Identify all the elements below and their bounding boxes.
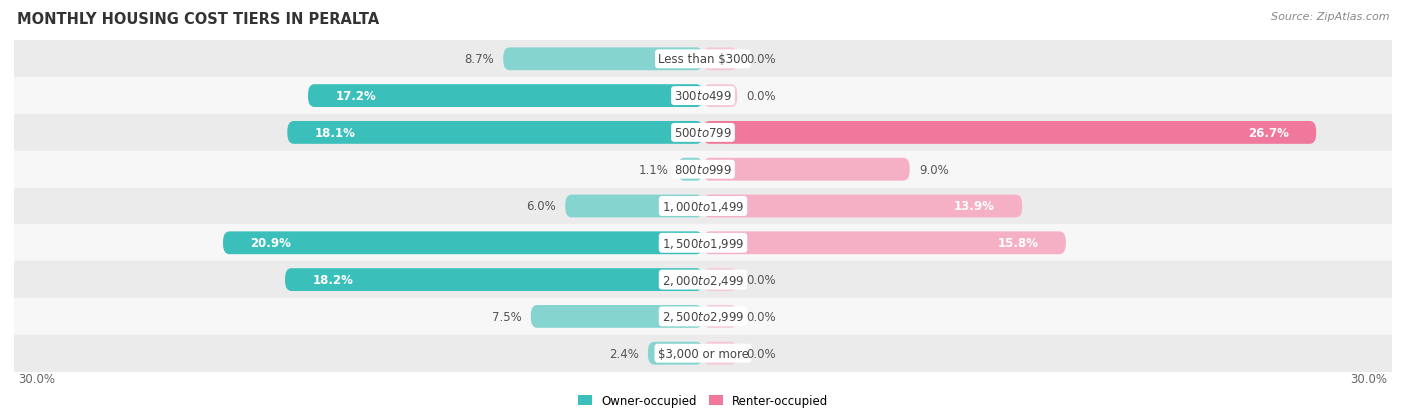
Text: 26.7%: 26.7% [1247, 127, 1289, 140]
FancyBboxPatch shape [703, 85, 738, 108]
FancyBboxPatch shape [308, 85, 703, 108]
Text: 20.9%: 20.9% [250, 237, 291, 250]
Text: $2,500 to $2,999: $2,500 to $2,999 [662, 310, 744, 324]
Bar [14, 298, 1392, 335]
Text: MONTHLY HOUSING COST TIERS IN PERALTA: MONTHLY HOUSING COST TIERS IN PERALTA [17, 12, 380, 27]
Text: 6.0%: 6.0% [526, 200, 555, 213]
FancyBboxPatch shape [224, 232, 703, 254]
Text: 30.0%: 30.0% [18, 373, 56, 385]
Text: 0.0%: 0.0% [747, 53, 776, 66]
FancyBboxPatch shape [285, 268, 703, 291]
Text: 17.2%: 17.2% [336, 90, 377, 103]
FancyBboxPatch shape [287, 122, 703, 145]
Text: $3,000 or more: $3,000 or more [658, 347, 748, 360]
Text: 9.0%: 9.0% [920, 163, 949, 176]
Text: 8.7%: 8.7% [464, 53, 494, 66]
FancyBboxPatch shape [703, 195, 1022, 218]
Text: 18.1%: 18.1% [315, 127, 356, 140]
Bar [14, 41, 1392, 78]
Text: 2.4%: 2.4% [609, 347, 638, 360]
FancyBboxPatch shape [678, 159, 703, 181]
Text: $1,500 to $1,999: $1,500 to $1,999 [662, 236, 744, 250]
Text: 1.1%: 1.1% [638, 163, 669, 176]
Text: 7.5%: 7.5% [492, 310, 522, 323]
Bar [14, 225, 1392, 261]
Bar [14, 261, 1392, 298]
FancyBboxPatch shape [703, 232, 1066, 254]
FancyBboxPatch shape [703, 122, 1316, 145]
Text: $800 to $999: $800 to $999 [673, 163, 733, 176]
FancyBboxPatch shape [503, 48, 703, 71]
Text: $2,000 to $2,499: $2,000 to $2,499 [662, 273, 744, 287]
FancyBboxPatch shape [648, 342, 703, 365]
Bar [14, 152, 1392, 188]
FancyBboxPatch shape [703, 305, 738, 328]
Text: 13.9%: 13.9% [953, 200, 994, 213]
Text: 0.0%: 0.0% [747, 90, 776, 103]
FancyBboxPatch shape [703, 342, 738, 365]
Text: Less than $300: Less than $300 [658, 53, 748, 66]
Text: 0.0%: 0.0% [747, 273, 776, 286]
Text: $1,000 to $1,499: $1,000 to $1,499 [662, 199, 744, 214]
FancyBboxPatch shape [703, 48, 738, 71]
Bar [14, 78, 1392, 115]
FancyBboxPatch shape [703, 159, 910, 181]
Text: 0.0%: 0.0% [747, 310, 776, 323]
Text: 15.8%: 15.8% [997, 237, 1038, 250]
Bar [14, 115, 1392, 152]
Text: $500 to $799: $500 to $799 [673, 127, 733, 140]
Text: $300 to $499: $300 to $499 [673, 90, 733, 103]
FancyBboxPatch shape [531, 305, 703, 328]
FancyBboxPatch shape [565, 195, 703, 218]
Text: 30.0%: 30.0% [1350, 373, 1388, 385]
Text: 18.2%: 18.2% [312, 273, 353, 286]
Legend: Owner-occupied, Renter-occupied: Owner-occupied, Renter-occupied [572, 390, 834, 412]
Bar [14, 188, 1392, 225]
FancyBboxPatch shape [703, 268, 738, 291]
Text: 0.0%: 0.0% [747, 347, 776, 360]
Text: Source: ZipAtlas.com: Source: ZipAtlas.com [1271, 12, 1389, 22]
Bar [14, 335, 1392, 372]
